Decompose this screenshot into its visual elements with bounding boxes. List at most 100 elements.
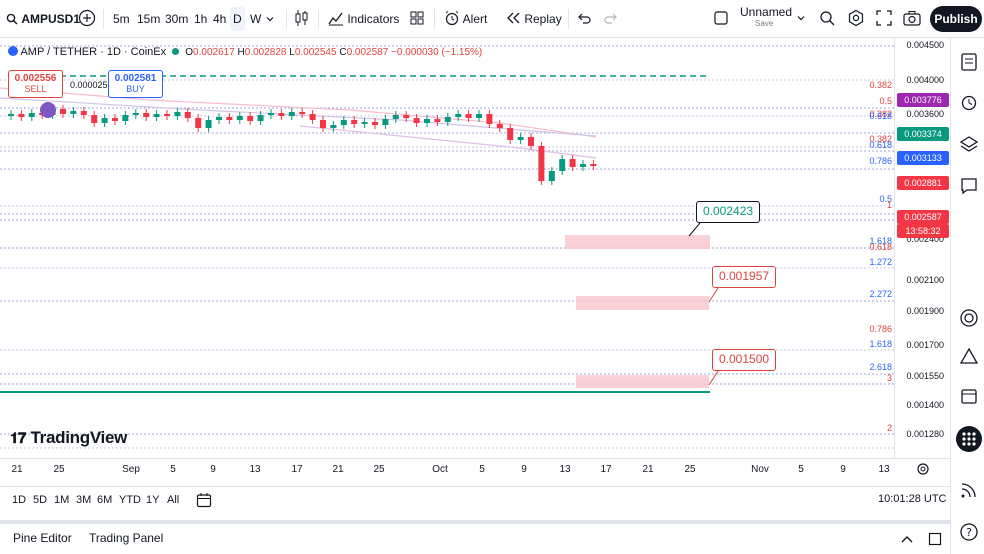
- templates-button[interactable]: [409, 7, 425, 31]
- chart-canvas[interactable]: [0, 38, 950, 458]
- watchlist-icon[interactable]: [959, 52, 979, 72]
- camera-icon: [903, 11, 921, 26]
- divider: [103, 9, 104, 29]
- apps-icon[interactable]: [956, 426, 982, 452]
- alarm-clock-icon[interactable]: [959, 92, 979, 112]
- symbol-name: AMPUSD1: [21, 12, 81, 26]
- collapse-panel-button[interactable]: [900, 532, 914, 550]
- fib-level-label: 0.618: [869, 111, 892, 121]
- interval-w[interactable]: W: [250, 12, 262, 26]
- sync-icon[interactable]: [40, 102, 56, 118]
- moving-averages: [0, 87, 597, 159]
- range-1y[interactable]: 1Y: [146, 494, 160, 506]
- target-callout-2[interactable]: 0.001957: [712, 266, 777, 288]
- interval-30m[interactable]: 30m: [165, 12, 189, 26]
- range-1d[interactable]: 1D: [12, 494, 27, 506]
- candlesticks: [8, 105, 597, 185]
- right-sidebar: ?: [950, 38, 984, 554]
- interval-dropdown[interactable]: [265, 7, 275, 31]
- fib-level-label: 3: [886, 373, 892, 383]
- interval-d[interactable]: D: [230, 7, 245, 31]
- alert-button[interactable]: Alert: [444, 7, 487, 31]
- layers-icon[interactable]: [959, 134, 979, 154]
- candlestick: [8, 114, 14, 116]
- interval-1h[interactable]: 1h: [194, 12, 208, 26]
- candlestick: [486, 114, 493, 124]
- broadcast-icon[interactable]: [959, 480, 979, 500]
- candlestick: [247, 116, 254, 121]
- moving-average-line: [0, 97, 597, 137]
- replay-button[interactable]: Replay: [505, 7, 562, 31]
- interval-15m[interactable]: 15m: [137, 12, 161, 26]
- interval-5m[interactable]: 5m: [113, 12, 130, 26]
- time-tick-label: 5: [798, 464, 804, 475]
- layout-menu[interactable]: [714, 7, 728, 31]
- svg-text:?: ?: [966, 526, 972, 539]
- symbol-search[interactable]: AMPUSD1: [6, 7, 80, 31]
- help-icon[interactable]: ?: [959, 522, 979, 542]
- candlestick: [517, 137, 524, 140]
- target-icon[interactable]: [959, 308, 979, 328]
- price-axis[interactable]: 0.004500 0.004000 0.003600 0.002400 0.002100…: [894, 38, 950, 458]
- range-all[interactable]: All: [167, 494, 180, 506]
- time-axis[interactable]: 21 25 Sep 5 9 13 17 21 25 Oct 5 9 13 17 21 25 Nov 5 9 13: [0, 458, 950, 480]
- chat-icon[interactable]: [959, 176, 979, 196]
- buy-button[interactable]: 0.002581 BUY: [108, 70, 163, 98]
- axis-settings-button[interactable]: [916, 462, 930, 481]
- indicators-label: Indicators: [347, 12, 400, 26]
- candlestick: [444, 117, 451, 122]
- trading-panel-tab[interactable]: Trading Panel: [89, 531, 164, 545]
- target-callout-1[interactable]: 0.002423: [696, 201, 761, 223]
- range-3m[interactable]: 3M: [76, 494, 92, 506]
- screenshot-button[interactable]: [903, 7, 921, 31]
- candlestick: [101, 118, 108, 123]
- layout-dropdown[interactable]: [796, 7, 806, 31]
- go-to-date-button[interactable]: [196, 492, 212, 513]
- price-tick-label: 0.001400: [906, 400, 944, 410]
- bottom-panel: Pine Editor Trading Panel: [0, 520, 950, 554]
- candlestick: [91, 115, 98, 123]
- fullscreen-button[interactable]: [876, 7, 892, 31]
- brand-name: TradingView: [30, 428, 128, 447]
- indicators-button[interactable]: Indicators: [328, 7, 399, 31]
- callout-connectors: [688, 222, 719, 386]
- fib-level-label: 0.5: [879, 96, 892, 106]
- settings-button[interactable]: [847, 7, 865, 31]
- amp-logo-icon: [8, 46, 18, 56]
- interval-4h[interactable]: 4h: [213, 12, 227, 26]
- gear-icon: [917, 463, 929, 475]
- maximize-panel-button[interactable]: [928, 532, 942, 551]
- price-tick-label: 0.001700: [906, 340, 944, 350]
- candlestick: [382, 119, 389, 125]
- chart-type-button[interactable]: [294, 7, 310, 31]
- layout-name-block[interactable]: Unnamed Save: [740, 6, 792, 30]
- ideas-icon[interactable]: [959, 346, 979, 366]
- open-value: 0.002617: [193, 47, 235, 58]
- range-5d[interactable]: 5D: [33, 494, 48, 506]
- range-1m[interactable]: 1M: [54, 494, 70, 506]
- target-callout-3[interactable]: 0.001500: [712, 349, 777, 371]
- calendar-icon[interactable]: [959, 386, 979, 406]
- candlestick: [538, 146, 545, 181]
- legend-title: AMP / TETHER · 1D · CoinEx: [20, 46, 167, 58]
- quick-search-button[interactable]: [818, 7, 836, 31]
- compare-symbol-button[interactable]: [78, 7, 96, 31]
- chevron-down-icon: [266, 17, 274, 22]
- publish-button[interactable]: Publish: [930, 6, 982, 32]
- tv-logo-icon: 𝟏𝟕: [10, 430, 27, 447]
- rewind-icon: [507, 12, 520, 24]
- price-tick-label: 0.003600: [906, 109, 944, 119]
- range-ytd[interactable]: YTD: [119, 494, 141, 506]
- candlestick: [216, 117, 222, 120]
- undo-button[interactable]: [577, 7, 591, 31]
- pine-editor-tab[interactable]: Pine Editor: [13, 531, 72, 545]
- candlestick: [372, 122, 378, 125]
- candlestick: [122, 115, 129, 121]
- clock-timezone[interactable]: 10:01:28 UTC: [878, 493, 947, 505]
- price-tick-label: 0.001550: [906, 371, 944, 381]
- redo-button[interactable]: [604, 7, 618, 31]
- range-6m[interactable]: 6M: [97, 494, 113, 506]
- candlestick: [434, 119, 441, 122]
- spread-value: 0.000025: [70, 80, 108, 90]
- sell-button[interactable]: 0.002556 SELL: [8, 70, 63, 98]
